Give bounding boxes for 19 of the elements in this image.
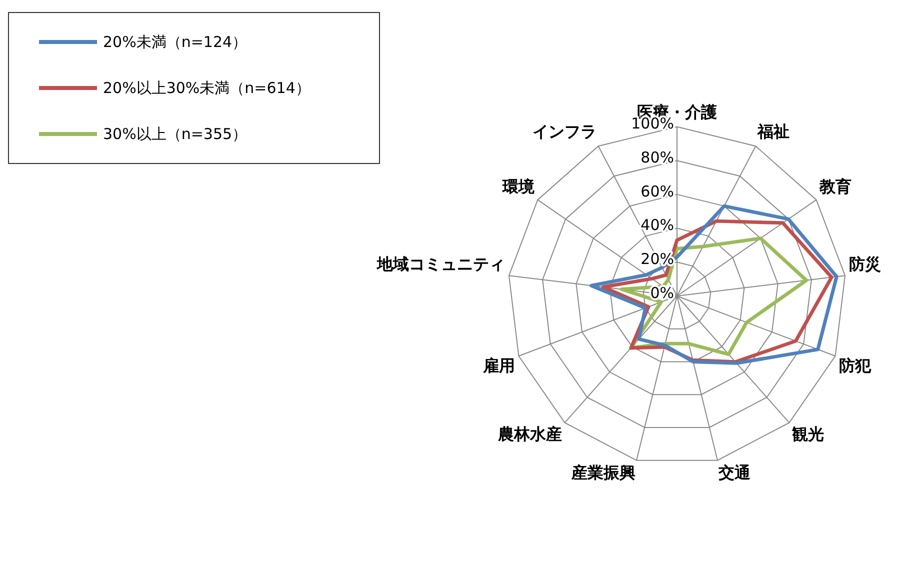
spoke-label: 教育 xyxy=(818,177,852,196)
y-tick-label: 80% xyxy=(640,148,674,166)
y-tick-label: 60% xyxy=(640,182,674,200)
spoke-label: 交通 xyxy=(717,462,752,482)
spoke-label: 雇用 xyxy=(482,356,515,376)
legend-label: 30%以上（n=355） xyxy=(103,124,248,144)
spoke-label: 農林水産 xyxy=(497,424,562,444)
spoke-label: 防災 xyxy=(849,254,881,274)
spoke-label: 産業振興 xyxy=(570,462,636,482)
y-tick-label: 0% xyxy=(650,284,674,302)
spoke-label: 地域コミュニティ xyxy=(376,254,505,274)
spoke-label: 観光 xyxy=(790,424,824,444)
spoke-label: 環境 xyxy=(501,177,536,196)
legend-label: 20%以上30%未満（n=614） xyxy=(103,78,310,98)
spoke-label: インフラ xyxy=(532,122,596,142)
legend-label: 20%未満（n=124） xyxy=(103,32,248,52)
y-tick-label: 40% xyxy=(640,216,674,234)
spoke-label: 防犯 xyxy=(839,356,872,376)
spoke-label: 福祉 xyxy=(756,122,790,142)
